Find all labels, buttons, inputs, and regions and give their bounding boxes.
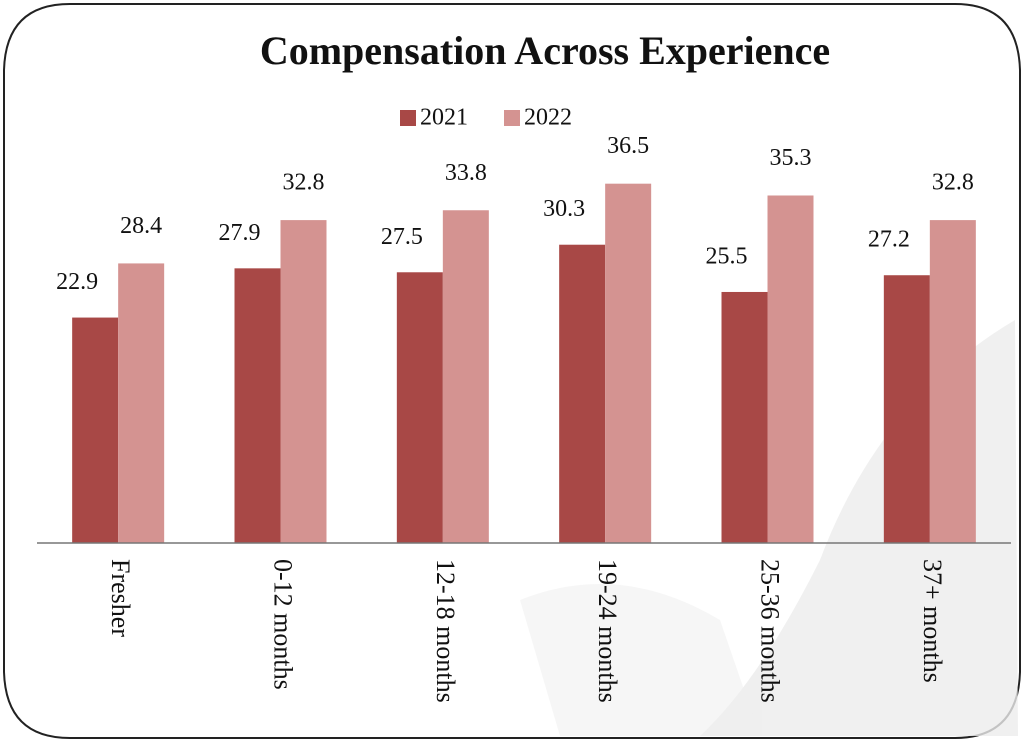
data-label: 27.2 [868,227,910,253]
data-label: 27.9 [219,220,261,246]
data-label: 35.3 [770,145,812,171]
bar [605,184,651,543]
legend-label: 2021 [420,105,468,131]
x-tick-label: 0-12 months [269,559,298,690]
x-tick-label: 12-18 months [431,559,460,703]
bar [768,195,814,543]
x-tick-label: Fresher [106,559,135,637]
legend-swatch [504,110,520,126]
data-label: 28.4 [120,213,162,239]
data-label: 27.5 [381,224,423,250]
bar [397,272,443,543]
bar [930,220,976,543]
data-label: 32.8 [932,170,974,196]
x-tick-label: 25-36 months [756,559,785,703]
data-label: 22.9 [56,269,98,295]
legend-label: 2022 [524,105,572,131]
chart-title: Compensation Across Experience [260,28,830,73]
bar [72,318,118,543]
x-tick-label: 19-24 months [593,559,622,703]
data-label: 32.8 [283,170,325,196]
data-label: 25.5 [706,243,748,269]
bar [722,292,768,543]
bar [235,268,281,543]
data-label: 33.8 [445,160,487,186]
chart: Compensation Across Experience 20212022 … [0,0,1025,743]
bar [559,245,605,543]
x-tick-label: 37+ months [918,559,947,683]
bar [884,275,930,543]
data-label: 30.3 [543,196,585,222]
legend-swatch [400,110,416,126]
bar [281,220,327,543]
bar [443,210,489,543]
data-label: 36.5 [607,133,649,159]
bar [118,263,164,543]
